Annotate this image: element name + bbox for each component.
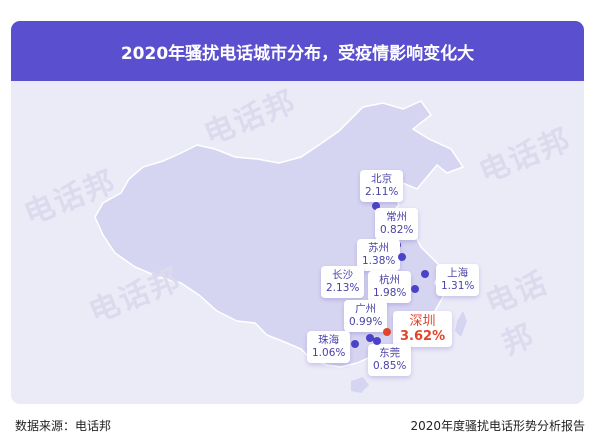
city-label-shenzhen: 深圳 3.62% xyxy=(393,311,453,347)
city-label-suzhou: 苏州 1.38% xyxy=(357,239,401,271)
city-label-beijing: 北京 2.11% xyxy=(360,170,404,202)
city-name: 广州 xyxy=(355,303,377,315)
city-percent: 1.98% xyxy=(373,287,407,299)
city-label-zhuhai: 珠海 1.06% xyxy=(307,331,351,363)
city-pin xyxy=(351,340,359,348)
city-name: 常州 xyxy=(386,211,408,223)
city-label-changsha: 长沙 2.13% xyxy=(321,266,365,298)
data-source-text: 数据来源：电话邦 xyxy=(15,419,112,433)
city-pin xyxy=(398,253,406,261)
city-pin xyxy=(411,285,419,293)
city-name: 珠海 xyxy=(318,334,340,346)
hainan-island xyxy=(351,377,369,393)
city-name: 深圳 xyxy=(409,314,436,329)
city-name: 东莞 xyxy=(379,347,401,359)
city-pin xyxy=(366,334,374,342)
city-pin xyxy=(421,270,429,278)
city-name: 杭州 xyxy=(379,274,401,286)
city-percent: 2.11% xyxy=(365,186,399,198)
city-percent: 1.06% xyxy=(312,347,346,359)
city-percent: 2.13% xyxy=(326,282,360,294)
city-name: 北京 xyxy=(371,173,393,185)
city-name: 上海 xyxy=(447,267,469,279)
city-pin xyxy=(383,328,391,336)
city-pin xyxy=(373,337,381,345)
city-percent: 0.82% xyxy=(380,224,414,236)
page-title: 2020年骚扰电话城市分布，受疫情影响变化大 xyxy=(120,43,475,64)
taiwan-island xyxy=(455,311,467,337)
city-name: 苏州 xyxy=(368,242,390,254)
city-percent: 3.62% xyxy=(400,329,446,344)
city-pin xyxy=(372,202,380,210)
city-label-guangzhou: 广州 0.99% xyxy=(344,300,388,332)
city-percent: 0.99% xyxy=(349,316,383,328)
city-name: 长沙 xyxy=(332,269,354,281)
city-percent: 0.85% xyxy=(373,360,407,372)
map-card: 2020年骚扰电话城市分布，受疫情影响变化大 电话邦 电话邦 电话邦 电话邦 电… xyxy=(11,21,584,404)
header-bar: 2020年骚扰电话城市分布，受疫情影响变化大 xyxy=(11,21,584,81)
city-label-changzhou: 常州 0.82% xyxy=(375,208,419,240)
city-label-dongguan: 东莞 0.85% xyxy=(368,344,412,376)
city-label-shanghai: 上海 1.31% xyxy=(436,264,480,296)
report-title-text: 2020年度骚扰电话形势分析报告 xyxy=(410,419,585,433)
city-percent: 1.38% xyxy=(362,255,396,267)
city-label-hangzhou: 杭州 1.98% xyxy=(368,271,412,303)
city-percent: 1.31% xyxy=(441,280,475,292)
